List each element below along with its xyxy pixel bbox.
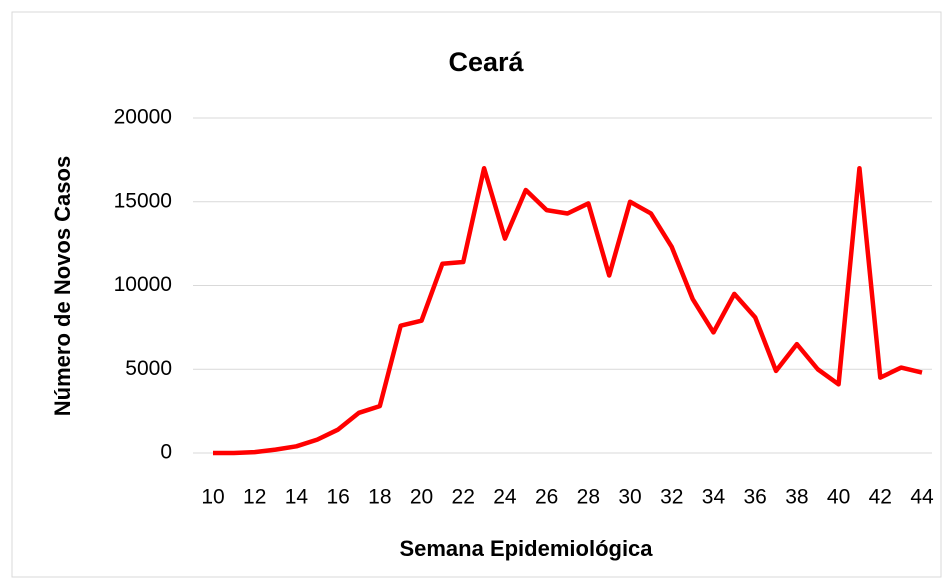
x-tick-label: 34 [702, 486, 726, 509]
y-tick-label: 0 [160, 441, 172, 464]
x-tick-label: 42 [869, 486, 892, 509]
y-tick-label: 15000 [114, 189, 172, 212]
x-tick-label: 18 [368, 486, 391, 509]
x-tick-label: 10 [201, 486, 224, 509]
x-tick-label: 12 [243, 486, 266, 509]
x-tick-label: 28 [577, 486, 600, 509]
x-tick-label: 16 [326, 486, 349, 509]
chart-frame [11, 11, 942, 578]
x-tick-label: 38 [785, 486, 808, 509]
chart-title: Ceará [448, 47, 524, 77]
x-tick-label: 20 [410, 486, 433, 509]
x-tick-label: 44 [910, 486, 934, 509]
x-tick-label: 30 [618, 486, 641, 509]
y-tick-label: 5000 [125, 357, 172, 380]
y-tick-label: 10000 [114, 273, 172, 296]
y-tick-label: 20000 [114, 106, 172, 129]
data-line [213, 166, 923, 456]
x-tick-label: 22 [452, 486, 475, 509]
x-tick-label: 26 [535, 486, 558, 509]
x-tick-label: 40 [827, 486, 850, 509]
x-tick-label: 32 [660, 486, 683, 509]
x-tick-label: 14 [285, 486, 309, 509]
y-axis-label: Número de Novos Casos [50, 156, 75, 416]
x-tick-label: 36 [743, 486, 766, 509]
x-axis-label: Semana Epidemiológica [399, 536, 653, 561]
x-tick-label: 24 [493, 486, 517, 509]
